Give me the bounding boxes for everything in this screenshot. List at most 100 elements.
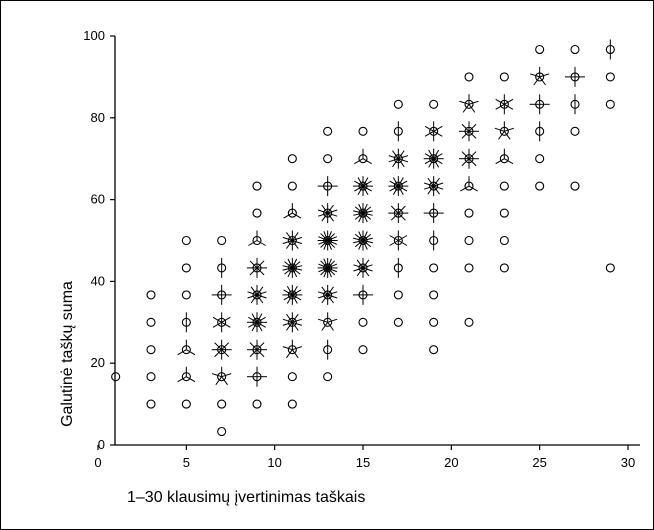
sunflower-point (212, 366, 232, 386)
sunflower-petal (282, 346, 293, 351)
sunflower-point (317, 230, 338, 251)
sunflower-point (177, 366, 196, 383)
sunflower-petal (362, 240, 368, 250)
point-circle (252, 208, 262, 218)
sunflower-point (283, 203, 302, 219)
sunflower-petal (461, 151, 470, 160)
sunflower-petal (354, 180, 364, 187)
sunflower-petal (323, 231, 329, 241)
sunflower-point (423, 203, 444, 224)
sunflower-point (247, 284, 267, 305)
point-circle (217, 235, 227, 246)
sunflower-petal (318, 236, 328, 241)
sunflower-point (460, 176, 478, 192)
sunflower-petal (249, 342, 258, 351)
point-circle (181, 290, 191, 300)
sunflower-petal (212, 373, 222, 378)
point-circle (605, 263, 615, 273)
sunflower-petal (251, 322, 258, 332)
sunflower-petal (323, 267, 329, 278)
sunflower-petal (318, 240, 328, 245)
sunflower-point (287, 181, 297, 191)
point-circle (499, 72, 509, 82)
sunflower-point (393, 257, 403, 278)
sunflower-point (211, 284, 232, 305)
sunflower-point (464, 235, 474, 246)
sunflower-petal (286, 322, 293, 331)
x-tick-label: 20 (444, 455, 458, 470)
sunflower-petal (248, 316, 258, 323)
sunflower-point (282, 257, 303, 278)
sunflower-petal (221, 342, 230, 351)
sunflower-petal (323, 240, 329, 250)
sunflower-petal (468, 123, 477, 132)
sunflower-petal (356, 267, 364, 277)
sunflower-petal (320, 260, 329, 269)
sunflower-petal (177, 376, 187, 383)
sunflower-point (252, 181, 262, 191)
sunflower-petal (327, 294, 334, 304)
sunflower-point (570, 44, 580, 55)
sunflower-petal (327, 267, 338, 273)
point-circle (535, 181, 545, 191)
point-circle (252, 399, 262, 409)
sunflower-petal (327, 212, 338, 217)
sunflower-point (535, 154, 545, 164)
sunflower-petal (327, 231, 332, 241)
sunflower-petal (353, 237, 364, 241)
sunflower-point (318, 203, 338, 224)
sunflower-petal (362, 267, 373, 272)
point-circle (217, 399, 227, 409)
sunflower-petal (327, 240, 332, 250)
sunflower-petal (433, 185, 444, 190)
point-circle (323, 154, 333, 164)
sunflower-petal (323, 258, 329, 269)
sunflower-point (318, 312, 338, 331)
point-circle (429, 99, 439, 109)
sunflower-point (323, 339, 333, 360)
x-tick-label: 10 (267, 455, 281, 470)
sunflower-petal (256, 313, 263, 323)
sunflower-petal (362, 206, 372, 214)
point-circle (464, 235, 474, 246)
sunflower-petal (186, 349, 196, 356)
sunflower-petal (291, 240, 299, 249)
sunflower-petal (256, 342, 265, 351)
sunflower-petal (498, 131, 505, 140)
sunflower-point (393, 290, 403, 300)
sunflower-petal (250, 286, 258, 296)
sunflower-point (181, 399, 191, 409)
point-circle (217, 426, 227, 437)
sunflower-point (429, 317, 439, 327)
sunflower-point (464, 72, 474, 82)
sunflower-petal (221, 349, 230, 358)
sunflower-petal (286, 313, 293, 323)
sunflower-petal (256, 321, 266, 328)
sunflower-point (535, 181, 545, 191)
sunflower-petal (256, 267, 265, 276)
ticks: 0 5 10 15 20 25 30 0 20 40 60 80 100 (83, 28, 635, 470)
sunflower-point (181, 263, 191, 273)
sunflower-petal (321, 322, 329, 331)
sunflower-petal (362, 177, 369, 187)
sunflower-point (181, 312, 191, 333)
sunflower-petal (327, 318, 338, 323)
sunflower-petal (186, 376, 196, 383)
sunflower-petal (428, 149, 435, 159)
x-tick-label: 30 (621, 455, 635, 470)
sunflower-petal (291, 267, 298, 278)
sunflower-petal (292, 346, 302, 351)
sunflower-petal (327, 236, 338, 241)
sunflower-petal (459, 100, 470, 105)
sunflower-petal (389, 240, 399, 246)
sunflower-petal (318, 267, 328, 273)
sunflower-point (318, 284, 338, 305)
sunflower-point (282, 284, 303, 305)
sunflower-petal (282, 267, 293, 271)
sunflower-petal (353, 240, 364, 244)
sunflower-point (393, 99, 403, 109)
point-circle (358, 317, 368, 327)
sunflower-petal (318, 209, 328, 214)
sunflower-point (535, 121, 545, 142)
sunflower-point (429, 99, 439, 109)
